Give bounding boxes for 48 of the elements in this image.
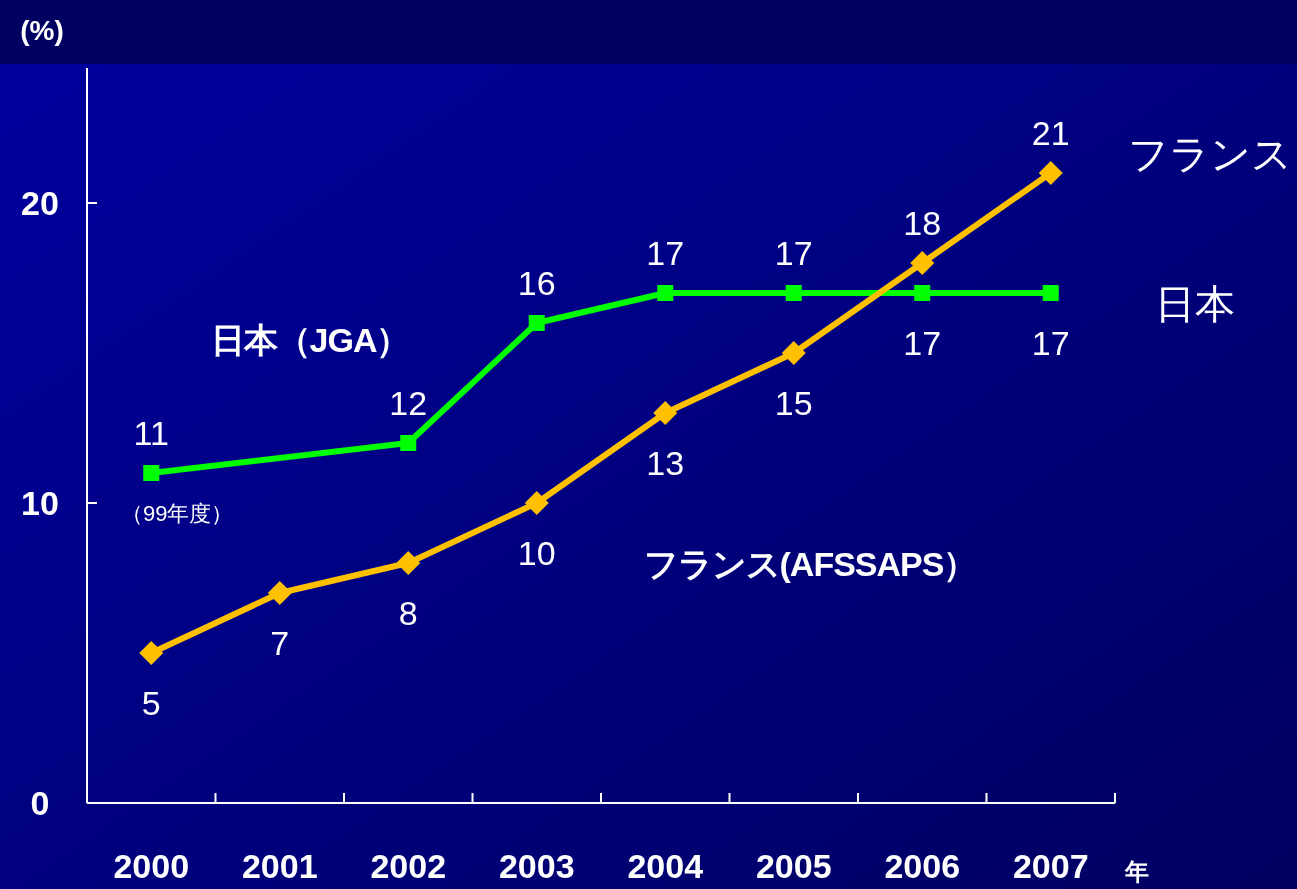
data-label: 11 [133, 414, 169, 452]
y-axis-title: (%) [20, 15, 64, 46]
data-label: 17 [774, 234, 813, 272]
x-tick-label: 2000 [113, 847, 190, 885]
x-tick-label: 2006 [884, 847, 961, 885]
point [400, 435, 417, 451]
point [524, 491, 549, 515]
x-tick-label: 2003 [498, 847, 575, 885]
point [785, 285, 802, 301]
data-label: 17 [646, 234, 685, 272]
point [267, 581, 292, 605]
data-label: 13 [646, 444, 685, 482]
point [910, 251, 935, 275]
annotation: （99年度） [121, 501, 234, 526]
point [657, 285, 674, 301]
data-label: 8 [398, 594, 418, 632]
x-tick-label: 2005 [755, 847, 832, 885]
y-tick-label: 10 [21, 484, 59, 522]
data-label: 21 [1031, 114, 1070, 152]
text: フランス [1128, 132, 1292, 176]
x-tick-label: 2002 [370, 847, 447, 885]
data-label: 7 [270, 624, 290, 662]
point [1038, 161, 1063, 185]
point [781, 341, 806, 365]
data-label: 10 [517, 534, 556, 572]
point [396, 551, 421, 575]
data-label: 17 [903, 324, 942, 362]
x-axis-title: 年 [1124, 858, 1149, 885]
data-label: 15 [774, 384, 813, 422]
x-tick-label: 2001 [241, 847, 318, 885]
data-label: 17 [1031, 324, 1070, 362]
data-label: 12 [389, 384, 428, 422]
data-label: 18 [903, 204, 942, 242]
point [143, 465, 160, 481]
point [1042, 285, 1059, 301]
point [653, 401, 678, 425]
x-tick-label: 2007 [1012, 847, 1089, 885]
point [528, 315, 545, 331]
text: フランス(AFSSAPS） [643, 545, 977, 583]
series-label: 日本（JGA） [210, 321, 410, 359]
x-tick-label: 2004 [627, 847, 704, 885]
y-tick-label: 0 [30, 784, 50, 822]
text: 日本 [1155, 282, 1235, 326]
data-label: 5 [141, 684, 161, 722]
point [914, 285, 931, 301]
y-tick-label: 20 [21, 184, 59, 222]
data-label: 16 [517, 264, 556, 302]
point [139, 641, 164, 665]
